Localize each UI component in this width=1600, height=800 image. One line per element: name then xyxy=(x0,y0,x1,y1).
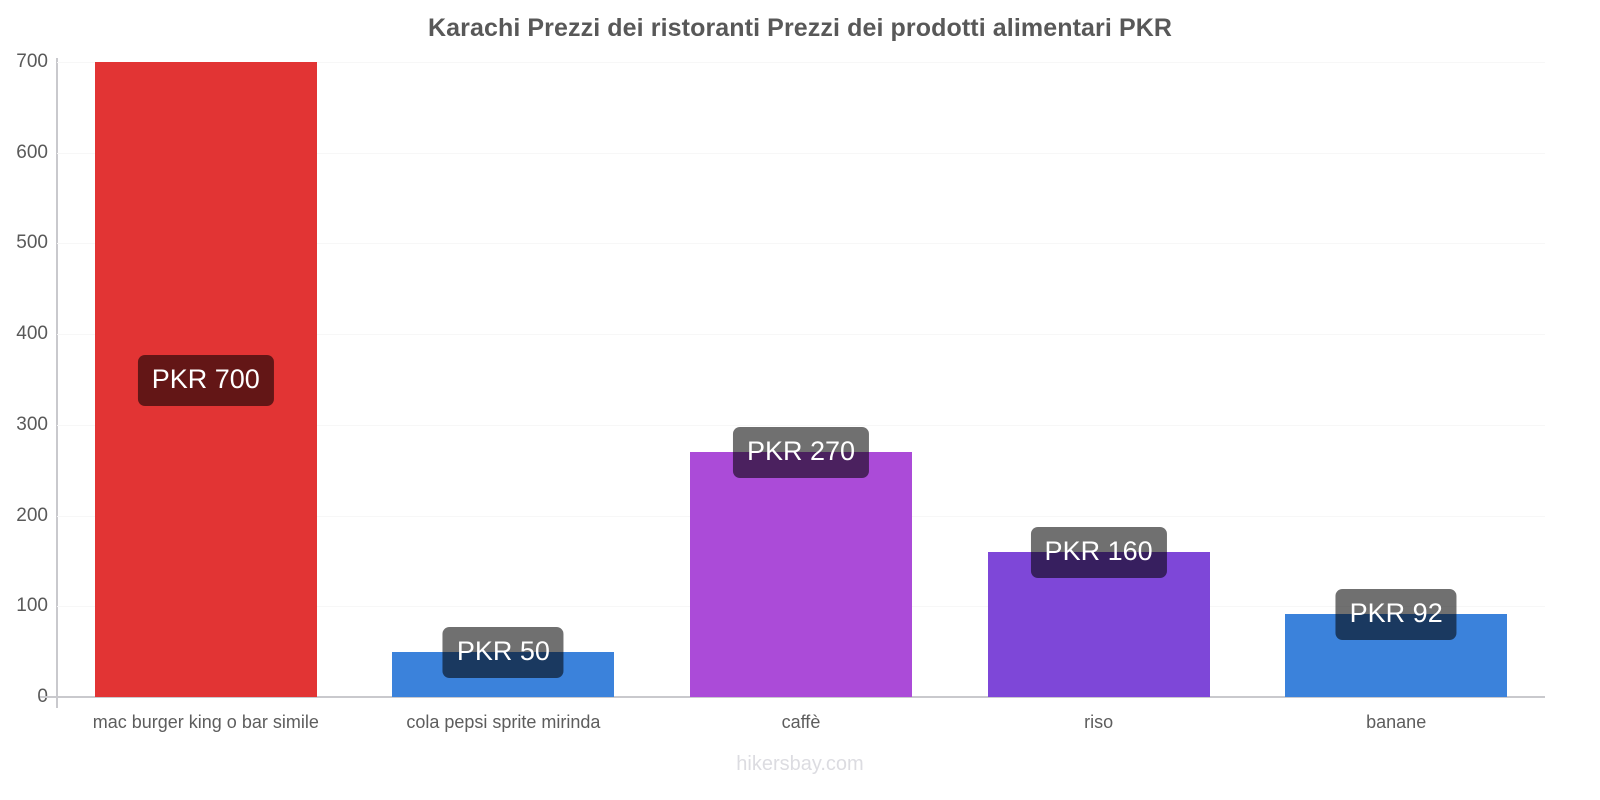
gridline xyxy=(57,243,1545,245)
gridline xyxy=(57,62,1545,63)
bar-group[interactable]: PKR 270 xyxy=(690,62,912,697)
gridline xyxy=(57,152,1545,154)
chart-title: Karachi Prezzi dei ristoranti Prezzi dei… xyxy=(427,14,1173,42)
plot-area: PKR 700 PKR 50 PKR 270 PKR 160 PKR 92 xyxy=(57,62,1545,697)
bar-group[interactable]: PKR 160 xyxy=(987,62,1210,697)
gridline xyxy=(57,424,1545,426)
bar-group[interactable]: PKR 700 xyxy=(94,62,317,697)
x-axis-category-label: cola pepsi sprite mirinda xyxy=(406,712,601,732)
y-axis-line xyxy=(56,58,58,708)
bar[interactable] xyxy=(690,452,912,697)
y-axis-tick-label: 400 xyxy=(16,323,48,345)
x-axis-category-label: riso xyxy=(1084,712,1114,732)
y-axis-tick-label: 200 xyxy=(16,504,48,526)
x-axis-category-label: banane xyxy=(1366,712,1427,732)
bar-group[interactable]: PKR 50 xyxy=(392,62,615,697)
y-axis-tick-labels: 0100200300400500600700 xyxy=(0,0,48,800)
gridline xyxy=(57,334,1545,336)
x-axis-line xyxy=(40,696,1545,698)
watermark: hikersbay.com xyxy=(736,753,864,775)
y-axis-tick-label: 300 xyxy=(16,413,48,435)
y-axis-tick-label: 600 xyxy=(16,141,48,163)
bar-value-label: PKR 700 xyxy=(137,354,274,406)
bar-value-label: PKR 270 xyxy=(732,427,870,479)
bar-value-label: PKR 92 xyxy=(1335,588,1457,640)
x-axis-category-label: caffè xyxy=(781,712,821,732)
bar-group[interactable]: PKR 92 xyxy=(1285,62,1508,697)
bar-value-label: PKR 160 xyxy=(1030,526,1167,578)
x-axis-category-labels: mac burger king o bar simile cola pepsi s… xyxy=(57,712,1545,742)
x-axis-category-label: mac burger king o bar simile xyxy=(92,712,319,732)
y-axis-tick-label: 700 xyxy=(16,51,48,72)
y-axis-tick-label: 500 xyxy=(16,232,48,254)
bar-value-label: PKR 50 xyxy=(442,626,564,678)
y-axis-tick-label: 100 xyxy=(16,595,48,617)
